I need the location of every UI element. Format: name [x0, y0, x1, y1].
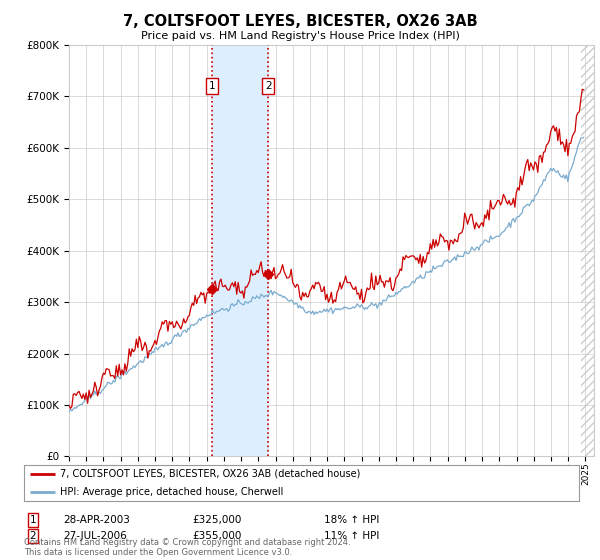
Text: HPI: Average price, detached house, Cherwell: HPI: Average price, detached house, Cher… [60, 487, 283, 497]
Text: Contains HM Land Registry data © Crown copyright and database right 2024.
This d: Contains HM Land Registry data © Crown c… [24, 538, 350, 557]
Text: £325,000: £325,000 [192, 515, 241, 525]
Text: 28-APR-2003: 28-APR-2003 [63, 515, 130, 525]
Text: 7, COLTSFOOT LEYES, BICESTER, OX26 3AB: 7, COLTSFOOT LEYES, BICESTER, OX26 3AB [122, 14, 478, 29]
Text: 1: 1 [29, 515, 37, 525]
Text: £355,000: £355,000 [192, 531, 241, 541]
Text: 7, COLTSFOOT LEYES, BICESTER, OX26 3AB (detached house): 7, COLTSFOOT LEYES, BICESTER, OX26 3AB (… [60, 469, 361, 479]
Bar [212, 45, 268, 456]
Text: 18% ↑ HPI: 18% ↑ HPI [324, 515, 379, 525]
Text: 1: 1 [209, 81, 215, 91]
Text: 11% ↑ HPI: 11% ↑ HPI [324, 531, 379, 541]
Text: 27-JUL-2006: 27-JUL-2006 [63, 531, 127, 541]
Text: 2: 2 [29, 531, 37, 541]
Text: Price paid vs. HM Land Registry's House Price Index (HPI): Price paid vs. HM Land Registry's House … [140, 31, 460, 41]
Bar [581, 45, 594, 456]
Text: 2: 2 [265, 81, 271, 91]
